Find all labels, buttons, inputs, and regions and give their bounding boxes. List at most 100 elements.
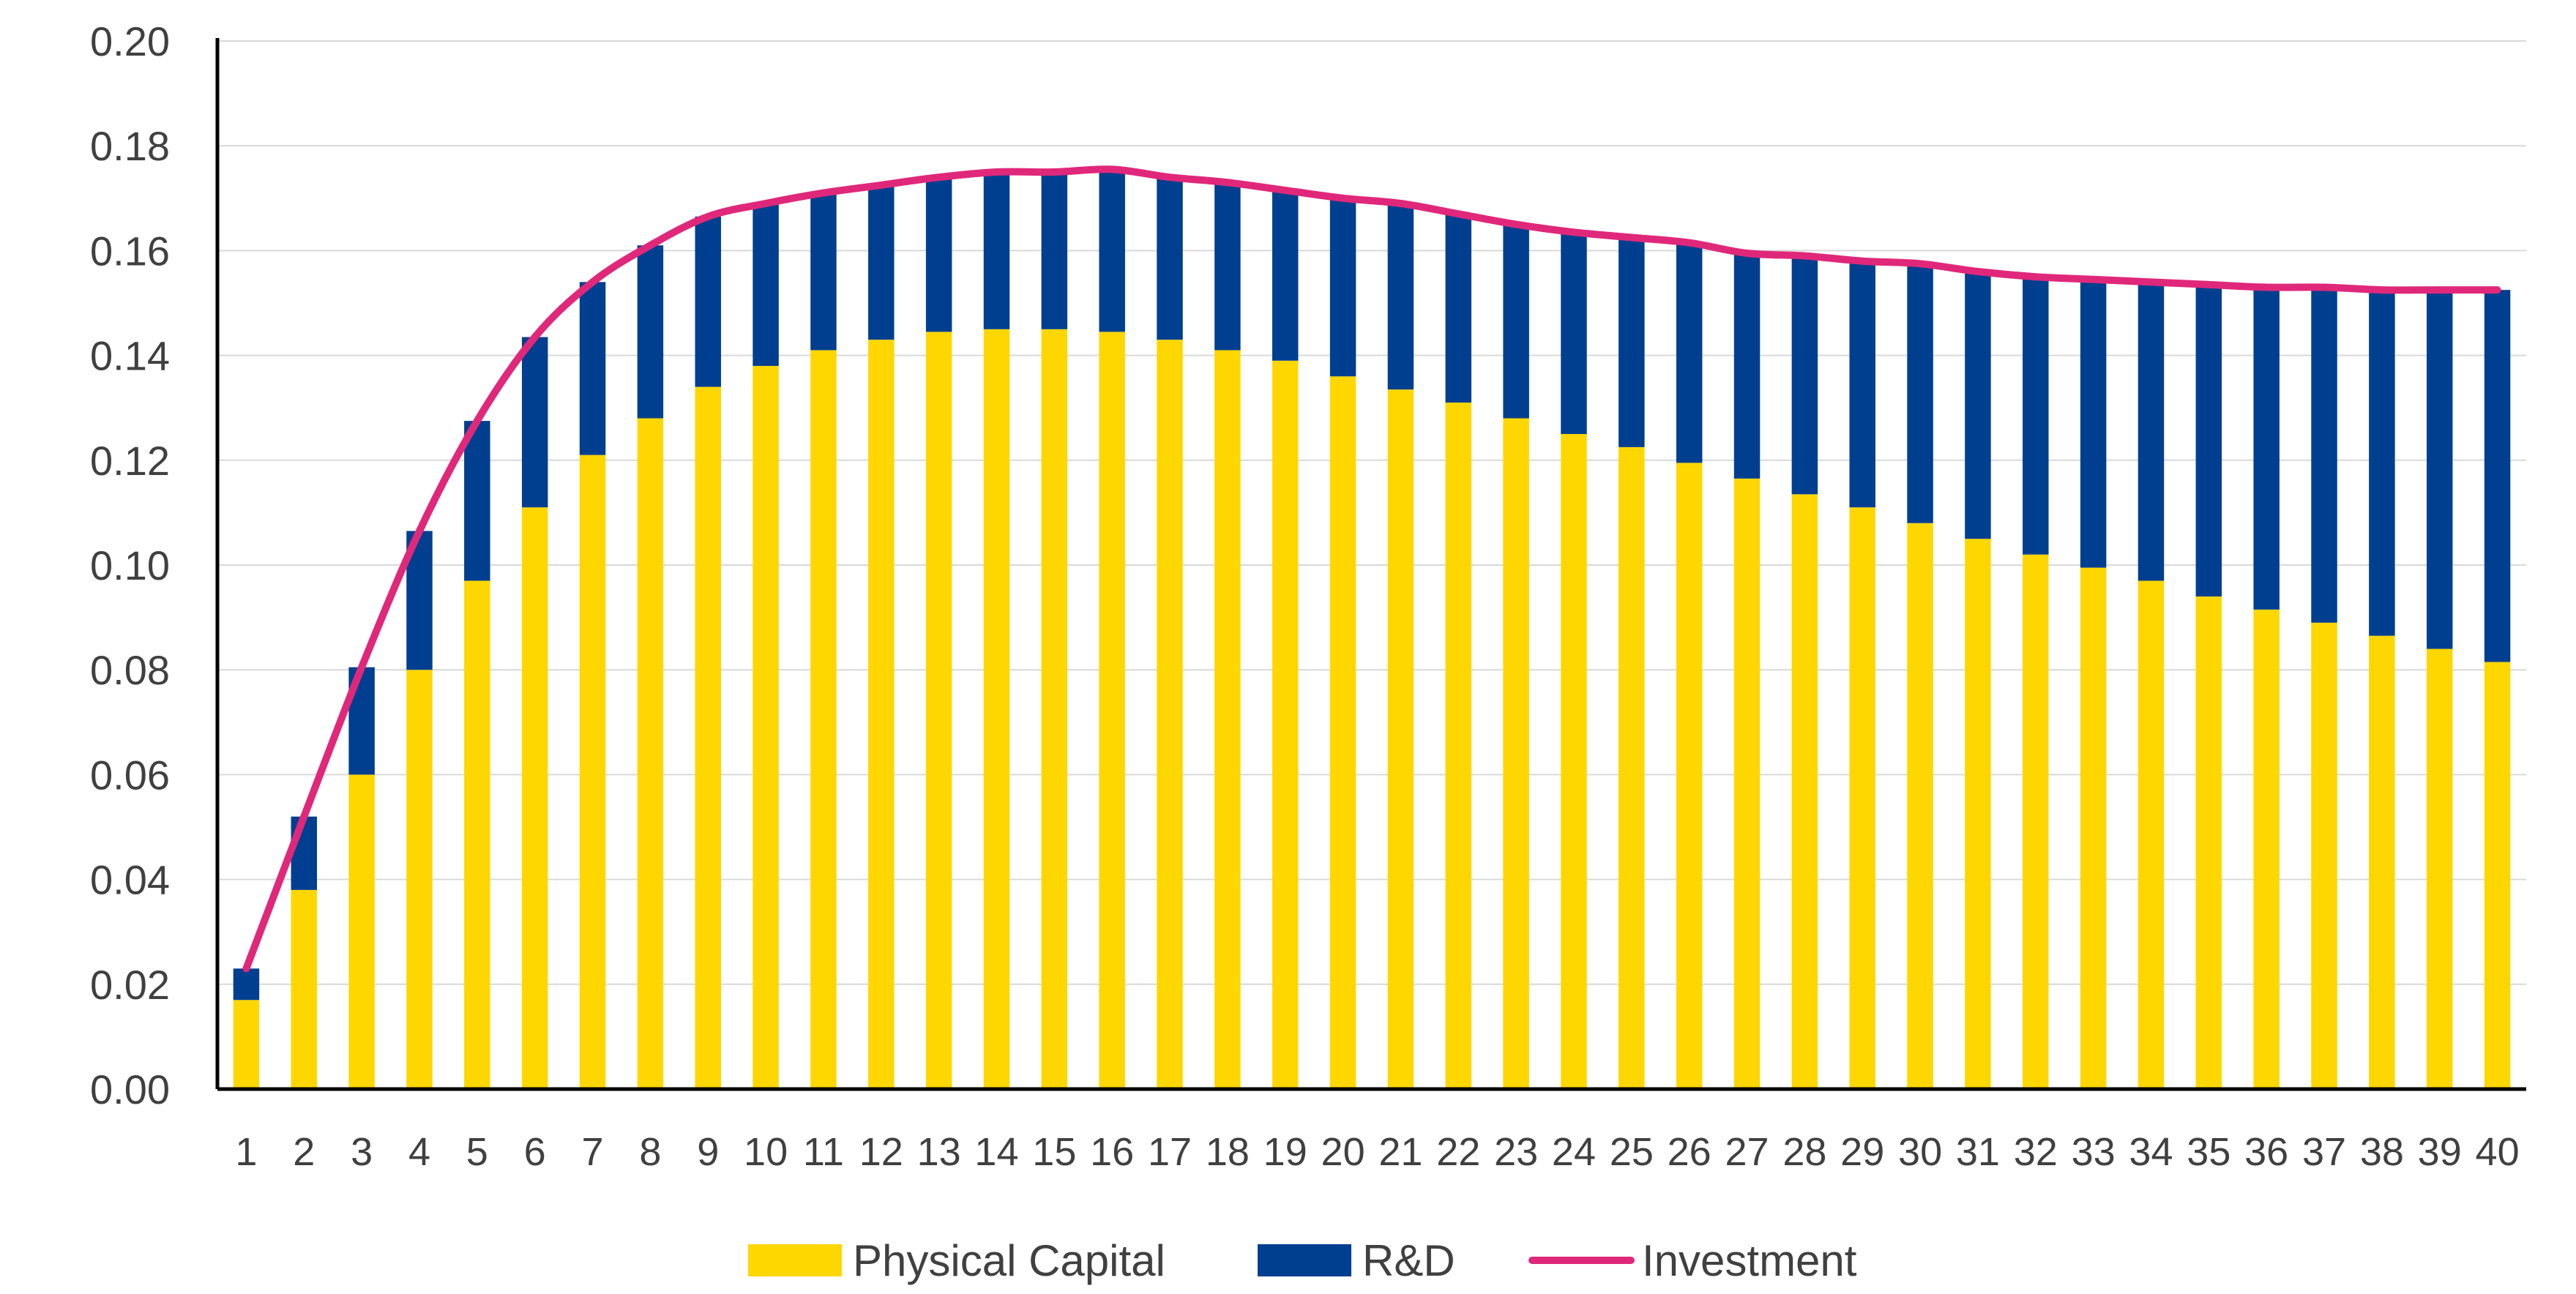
bar-physical-capital-16	[1099, 332, 1125, 1089]
y-tick-label: 0.08	[90, 647, 170, 693]
x-tick-label: 12	[859, 1130, 903, 1174]
y-tick-label: 0.18	[90, 123, 170, 169]
bars	[233, 169, 2511, 1089]
x-tick-label: 38	[2360, 1130, 2404, 1174]
x-tick-label: 4	[408, 1130, 430, 1174]
x-tick-label: 33	[2072, 1130, 2116, 1174]
bar-physical-capital-6	[521, 507, 548, 1089]
bar-physical-capital-38	[2369, 635, 2395, 1089]
bar-r-d-7	[579, 282, 606, 455]
x-tick-label: 22	[1436, 1130, 1480, 1174]
x-tick-label: 27	[1725, 1130, 1769, 1174]
x-tick-label: 23	[1494, 1130, 1538, 1174]
bar-r-d-19	[1272, 190, 1299, 361]
x-tick-label: 35	[2187, 1130, 2230, 1174]
x-tick-label: 13	[917, 1130, 961, 1174]
x-tick-label: 24	[1552, 1130, 1596, 1174]
bar-physical-capital-27	[1733, 478, 1761, 1089]
bar-physical-capital-10	[753, 365, 779, 1089]
bar-physical-capital-29	[1849, 507, 1875, 1089]
bar-physical-capital-37	[2311, 622, 2337, 1089]
bar-r-d-29	[1849, 261, 1875, 508]
bar-physical-capital-20	[1329, 376, 1356, 1089]
bar-physical-capital-1	[233, 1000, 260, 1089]
x-tick-label: 10	[744, 1130, 788, 1174]
bar-physical-capital-26	[1676, 463, 1703, 1089]
y-tick-label: 0.20	[90, 18, 170, 64]
y-tick-label: 0.06	[90, 752, 170, 798]
bar-physical-capital-33	[2080, 567, 2107, 1089]
y-tick-label: 0.04	[90, 857, 170, 903]
x-tick-label: 11	[803, 1130, 844, 1174]
bar-r-d-12	[868, 184, 895, 340]
x-tick-label: 28	[1782, 1130, 1826, 1174]
x-tick-label: 19	[1263, 1130, 1307, 1174]
x-tick-label: 14	[974, 1130, 1018, 1174]
x-tick-label: 30	[1898, 1130, 1942, 1174]
y-tick-label: 0.12	[90, 438, 170, 484]
bar-r-d-5	[464, 421, 490, 581]
x-tick-labels: 1 2 3 4 5 6 7 8 9 10 11 12 13 14 15 16 17 18 19 20 21 22 23 24 2…	[235, 1130, 2519, 1174]
x-tick-label: 20	[1321, 1130, 1365, 1174]
bar-r-d-31	[1965, 272, 1991, 539]
bar-r-d-37	[2311, 287, 2337, 623]
x-tick-label: 31	[1956, 1130, 2000, 1174]
bar-r-d-39	[2426, 290, 2453, 649]
bar-physical-capital-23	[1503, 418, 1529, 1089]
bar-r-d-21	[1387, 203, 1414, 390]
bar-r-d-8	[637, 245, 664, 419]
bar-physical-capital-28	[1791, 494, 1818, 1089]
bar-physical-capital-21	[1387, 389, 1414, 1089]
y-tick-label: 0.00	[90, 1066, 170, 1112]
x-tick-label: 1	[235, 1130, 257, 1174]
bar-r-d-28	[1791, 255, 1818, 495]
bar-r-d-16	[1099, 169, 1125, 332]
bar-r-d-36	[2253, 287, 2280, 610]
bar-physical-capital-39	[2426, 648, 2453, 1089]
y-tick-labels: 0.00 0.02 0.04 0.06 0.08 0.10 0.12 0.14 0.16 0.18…	[90, 18, 170, 1112]
x-tick-label: 2	[293, 1130, 315, 1174]
bar-physical-capital-36	[2253, 609, 2280, 1089]
bar-r-d-22	[1445, 214, 1472, 403]
x-tick-label: 34	[2129, 1130, 2173, 1174]
bar-r-d-15	[1041, 172, 1068, 329]
bar-r-d-6	[521, 337, 548, 508]
x-tick-label: 15	[1032, 1130, 1076, 1174]
x-tick-label: 3	[351, 1130, 373, 1174]
bar-physical-capital-5	[464, 580, 490, 1089]
x-tick-label: 29	[1840, 1130, 1884, 1174]
bar-physical-capital-40	[2484, 662, 2511, 1089]
x-tick-label: 37	[2302, 1130, 2346, 1174]
bar-physical-capital-18	[1214, 350, 1241, 1089]
bar-r-d-35	[2195, 284, 2222, 596]
bar-physical-capital-22	[1445, 403, 1472, 1089]
y-tick-label: 0.10	[90, 542, 170, 588]
bar-r-d-32	[2023, 277, 2049, 555]
y-tick-label: 0.14	[90, 333, 170, 379]
x-tick-label: 36	[2244, 1130, 2288, 1174]
x-tick-label: 40	[2476, 1130, 2520, 1174]
bar-r-d-14	[983, 172, 1010, 329]
bar-physical-capital-2	[291, 889, 318, 1089]
bar-r-d-34	[2138, 282, 2165, 581]
bar-r-d-33	[2080, 279, 2107, 568]
bar-physical-capital-19	[1272, 360, 1299, 1089]
bar-r-d-23	[1503, 224, 1529, 419]
x-tick-label: 21	[1378, 1130, 1422, 1174]
bar-r-d-18	[1214, 182, 1241, 351]
x-tick-label: 9	[697, 1130, 719, 1174]
bar-physical-capital-24	[1561, 434, 1587, 1089]
x-tick-label: 26	[1668, 1130, 1711, 1174]
bar-physical-capital-13	[925, 332, 952, 1089]
x-tick-label: 25	[1610, 1130, 1654, 1174]
x-tick-label: 17	[1148, 1130, 1192, 1174]
x-tick-label: 7	[582, 1130, 604, 1174]
x-tick-label: 5	[466, 1130, 488, 1174]
bar-physical-capital-32	[2023, 554, 2049, 1089]
bar-physical-capital-8	[637, 418, 664, 1089]
legend-swatch-r-d	[1258, 1244, 1351, 1276]
bar-physical-capital-35	[2195, 596, 2222, 1089]
bar-physical-capital-17	[1157, 340, 1183, 1089]
bar-r-d-25	[1619, 237, 1645, 447]
